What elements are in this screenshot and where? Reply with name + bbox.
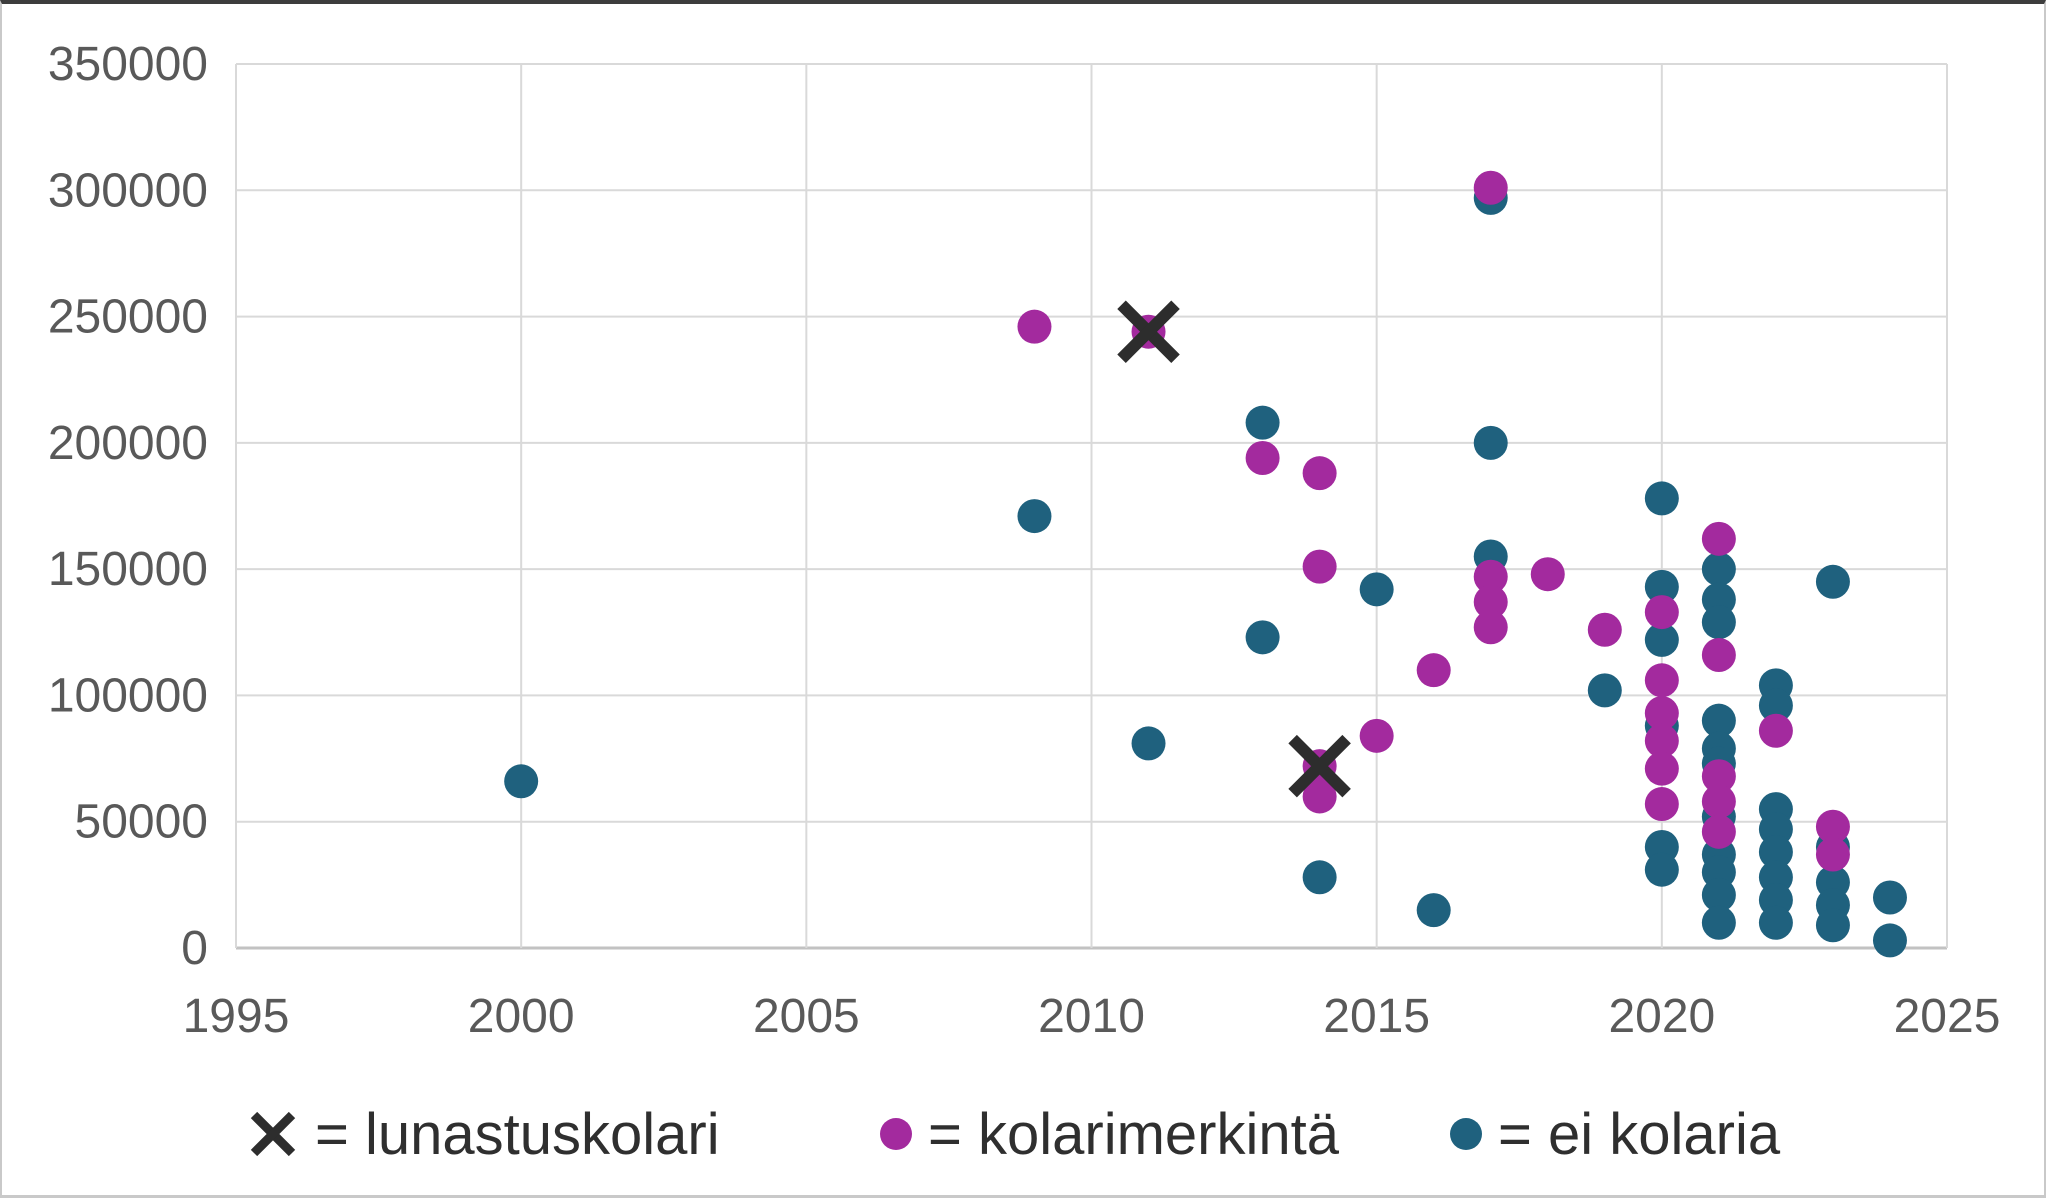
y-tick-label: 50000 [75,796,208,849]
magenta-dot-icon [880,1118,912,1150]
data-point-kolarimerkint- [1302,456,1337,491]
data-point-kolarimerkint- [1701,784,1736,819]
data-point-kolarimerkint- [1701,521,1736,556]
data-point-ei-kolaria [1017,499,1052,534]
x-tick-label: 2015 [1323,990,1430,1043]
data-point-ei-kolaria [1701,552,1736,587]
data-point-ei-kolaria [1473,425,1508,460]
x-marker-lunastuskolari [1288,734,1351,798]
legend-label-ei-kolaria: = ei kolaria [1498,1101,1781,1167]
x-marker-lunastuskolari [1117,300,1180,363]
data-point-ei-kolaria [1758,905,1793,940]
teal-dot-icon [1450,1118,1482,1150]
data-point-ei-kolaria [1245,620,1280,655]
data-point-kolarimerkint- [1644,696,1679,731]
chart-legend: = lunastuskolari = kolarimerkintä = ei k… [2,1086,2044,1182]
data-point-ei-kolaria [1815,908,1850,943]
data-point-ei-kolaria [1758,688,1793,723]
x-tick-label: 2025 [1894,990,2001,1043]
data-point-ei-kolaria [1359,572,1394,607]
y-tick-label: 150000 [48,543,208,596]
data-point-ei-kolaria [1644,852,1679,887]
data-point-kolarimerkint- [1815,837,1850,872]
data-point-kolarimerkint- [1701,638,1736,673]
x-tick-label: 2020 [1608,990,1715,1043]
data-point-kolarimerkint- [1473,170,1508,205]
x-marker-icon [250,1111,296,1157]
data-point-kolarimerkint- [1017,309,1052,344]
data-point-kolarimerkint- [1644,723,1679,758]
legend-item-ei-kolaria: = ei kolaria [1450,1086,1780,1182]
legend-item-lunastuskolari: = lunastuskolari [247,1086,720,1182]
data-point-kolarimerkint- [1245,441,1280,476]
data-point-kolarimerkint- [1644,595,1679,630]
data-point-ei-kolaria [1416,893,1451,928]
data-point-kolarimerkint- [1302,779,1337,814]
data-point-ei-kolaria [504,764,539,799]
data-point-kolarimerkint- [1530,557,1565,592]
data-point-kolarimerkint- [1644,663,1679,698]
data-point-kolarimerkint- [1473,559,1508,594]
data-point-ei-kolaria [1701,905,1736,940]
data-point-kolarimerkint- [1644,751,1679,786]
y-tick-label: 300000 [48,164,208,217]
x-tick-label: 2000 [468,990,575,1043]
data-point-ei-kolaria [1587,673,1622,708]
y-tick-label: 250000 [48,291,208,344]
data-point-ei-kolaria [1701,605,1736,640]
data-point-ei-kolaria [1644,622,1679,657]
data-point-kolarimerkint- [1473,584,1508,619]
data-point-kolarimerkint- [1701,814,1736,849]
data-point-ei-kolaria [1815,564,1850,599]
data-point-ei-kolaria [1644,569,1679,604]
data-point-ei-kolaria [1872,923,1907,958]
y-tick-label: 100000 [48,669,208,722]
y-tick-label: 200000 [48,417,208,470]
y-tick-label: 350000 [48,38,208,91]
data-point-ei-kolaria [1644,481,1679,516]
x-tick-label: 2005 [753,990,860,1043]
data-point-kolarimerkint- [1302,549,1337,584]
data-point-kolarimerkint- [1644,787,1679,822]
data-point-kolarimerkint- [1473,610,1508,645]
data-point-kolarimerkint- [1701,759,1736,794]
legend-item-kolarimerkinta: = kolarimerkintä [880,1086,1339,1182]
x-tick-label: 2010 [1038,990,1145,1043]
data-point-ei-kolaria [1131,726,1166,761]
data-point-kolarimerkint- [1587,612,1622,647]
data-point-ei-kolaria [1872,880,1907,915]
scatter-plot-svg: 0 50000 100000 150000 200000 250000 300000 3500… [48,38,2001,1043]
data-point-ei-kolaria [1758,835,1793,870]
data-point-ei-kolaria [1302,860,1337,895]
data-point-kolarimerkint- [1359,718,1394,753]
data-point-ei-kolaria [1701,877,1736,912]
data-point-kolarimerkint- [1758,713,1793,748]
y-tick-label: 0 [181,922,208,975]
data-point-ei-kolaria [1701,703,1736,738]
x-tick-label: 1995 [183,990,290,1043]
legend-label-kolarimerkinta: = kolarimerkintä [928,1101,1339,1167]
data-point-ei-kolaria [1245,405,1280,440]
legend-label-lunastuskolari: = lunastuskolari [315,1101,720,1167]
data-point-kolarimerkint- [1815,809,1850,844]
data-point-kolarimerkint- [1416,653,1451,688]
